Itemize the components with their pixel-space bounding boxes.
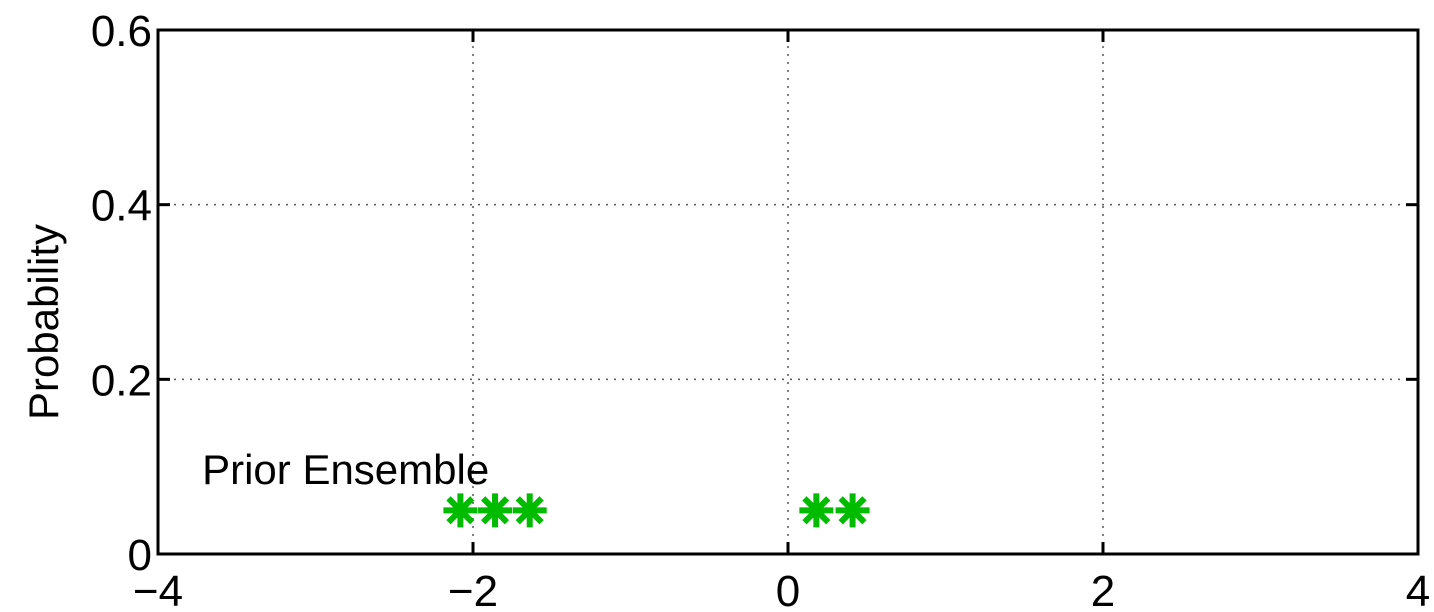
data-point-asterisk bbox=[443, 493, 478, 528]
y-tick-label: 0 bbox=[128, 531, 152, 580]
x-tick-label: −2 bbox=[448, 567, 498, 612]
y-tick-label: 0.2 bbox=[91, 356, 152, 405]
y-tick-label: 0.4 bbox=[91, 182, 152, 231]
data-points bbox=[443, 493, 870, 528]
x-tick-label: 2 bbox=[1091, 567, 1115, 612]
data-point-asterisk bbox=[799, 493, 834, 528]
x-tick-label: 4 bbox=[1406, 567, 1430, 612]
grid-lines bbox=[158, 30, 1418, 554]
x-tick-label: −4 bbox=[133, 567, 183, 612]
y-tick-labels: 0 0.2 0.4 0.6 bbox=[91, 7, 152, 580]
data-point-asterisk bbox=[512, 493, 547, 528]
y-axis-label: Probability bbox=[20, 224, 67, 420]
data-point-asterisk bbox=[835, 493, 870, 528]
data-point-asterisk bbox=[478, 493, 513, 528]
x-tick-labels: −4 −2 0 2 4 bbox=[133, 567, 1430, 612]
tick-marks bbox=[156, 28, 1420, 556]
prior-ensemble-annotation: Prior Ensemble bbox=[202, 446, 489, 493]
x-tick-label: 0 bbox=[776, 567, 800, 612]
y-tick-label: 0.6 bbox=[91, 7, 152, 56]
